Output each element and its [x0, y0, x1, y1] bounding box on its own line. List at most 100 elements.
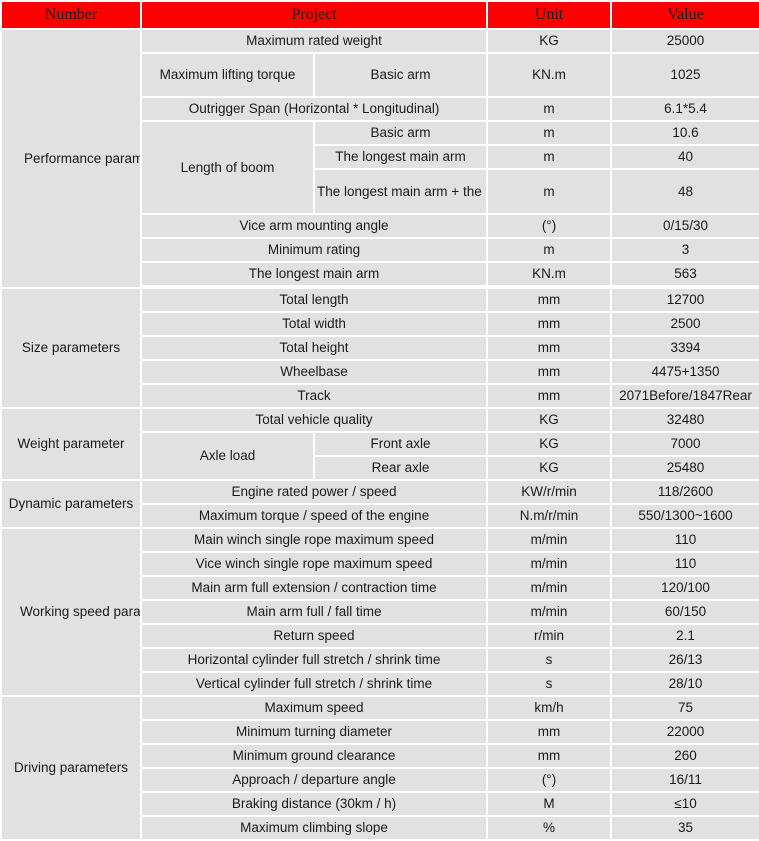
row-unit: m/min: [486, 575, 613, 601]
row-label: Vertical cylinder full stretch / shrink …: [139, 671, 489, 697]
table-row: Vice winch single rope maximum speed m/m…: [1, 551, 759, 577]
table-row: Performance parameters Maximum rated wei…: [0, 28, 759, 289]
table-row: Approach / departure angle (°) 16/11: [1, 767, 759, 793]
row-label: Total height: [139, 335, 489, 361]
row-label: Braking distance (30km / h): [139, 791, 489, 817]
row-value: 1025: [610, 52, 759, 98]
table-row: Braking distance (30km / h) M ≤10: [1, 791, 759, 817]
table-row: Rear axle KG 25480: [1, 455, 759, 481]
group-weight: Weight parameter: [0, 407, 142, 481]
row-label: Minimum turning diameter: [139, 719, 489, 745]
row-unit: km/h: [486, 695, 613, 721]
row-value: 118/2600: [610, 479, 759, 505]
row-value: 2500: [610, 311, 759, 337]
row-value: 4475+1350: [610, 359, 759, 385]
row-label: Main arm full / fall time: [139, 599, 489, 625]
header-unit: Unit: [486, 0, 613, 30]
table-row: The longest main arm + the vice arm m 48: [1, 168, 759, 215]
row-label: Wheelbase: [139, 359, 489, 385]
group-size: Size parameters: [0, 287, 142, 409]
subgroup-lifting-torque: Maximum lifting torque: [140, 52, 315, 98]
row-unit: KN.m: [486, 52, 613, 98]
row-label: Maximum speed: [139, 695, 489, 721]
row-label: Vice arm mounting angle: [139, 213, 489, 239]
row-label: Maximum torque / speed of the engine: [139, 503, 489, 529]
row-label: Return speed: [139, 623, 489, 649]
row-value: 32480: [610, 407, 759, 433]
row-value: 110: [610, 551, 759, 577]
row-label: Total width: [139, 311, 489, 337]
row-label: Maximum rated weight: [139, 28, 489, 54]
row-label: Engine rated power / speed: [139, 479, 489, 505]
row-unit: r/min: [486, 623, 613, 649]
row-value: 7000: [610, 431, 759, 457]
row-label: Minimum rating: [139, 237, 489, 263]
row-label: Rear axle: [312, 455, 489, 481]
table-row: Driving parameters Maximum speed km/h 75: [0, 695, 759, 841]
row-unit: KW/r/min: [486, 479, 613, 505]
group-working-speed: Working speed parameter: [0, 527, 142, 697]
row-value: ≤10: [610, 791, 759, 817]
header-row: Number Project Unit Value: [0, 0, 759, 30]
row-value: 3394: [610, 335, 759, 361]
row-value: 16/11: [610, 767, 759, 793]
table-row: Maximum lifting torque Basic arm KN.m 10…: [1, 52, 759, 98]
row-value: 12700: [610, 287, 759, 313]
table-row: The longest main arm m 40: [1, 144, 759, 170]
table-row: Total width mm 2500: [1, 311, 759, 337]
table-row: Minimum rating m 3: [1, 237, 759, 263]
table-row: Maximum torque / speed of the engine N.m…: [1, 503, 759, 529]
table-row: Wheelbase mm 4475+1350: [1, 359, 759, 385]
table-row: Vertical cylinder full stretch / shrink …: [1, 671, 759, 697]
table-row: Horizontal cylinder full stretch / shrin…: [1, 647, 759, 673]
row-label: Main winch single rope maximum speed: [139, 527, 489, 553]
row-label: Horizontal cylinder full stretch / shrin…: [139, 647, 489, 673]
row-value: 260: [610, 743, 759, 769]
row-value: 22000: [610, 719, 759, 745]
row-unit: KG: [486, 28, 613, 54]
row-value: 3: [610, 237, 759, 263]
row-unit: (°): [486, 767, 613, 793]
row-value: 28/10: [610, 671, 759, 697]
row-label: The longest main arm: [139, 261, 489, 287]
table-row: Minimum ground clearance mm 260: [1, 743, 759, 769]
row-unit: mm: [486, 335, 613, 361]
row-value: 10.6: [610, 120, 759, 146]
row-unit: KN.m: [486, 261, 613, 287]
row-value: 2.1: [610, 623, 759, 649]
table-row: Track mm 2071Before/1847Rear: [1, 383, 759, 409]
group-dynamic: Dynamic parameters: [0, 479, 142, 529]
row-value: 75: [610, 695, 759, 721]
row-unit: m: [486, 144, 613, 170]
row-unit: m/min: [486, 551, 613, 577]
row-unit: (°): [486, 213, 613, 239]
row-value: 25480: [610, 455, 759, 481]
row-unit: s: [486, 647, 613, 673]
row-unit: mm: [486, 719, 613, 745]
group-performance: Performance parameters: [0, 28, 142, 289]
table-row: Vice arm mounting angle (°) 0/15/30: [1, 213, 759, 239]
row-unit: mm: [486, 383, 613, 409]
row-value: 25000: [610, 28, 759, 54]
table-row: Outrigger Span (Horizontal * Longitudina…: [1, 96, 759, 122]
row-unit: m/min: [486, 527, 613, 553]
row-unit: m/min: [486, 599, 613, 625]
table-row: Total height mm 3394: [1, 335, 759, 361]
row-label: Basic arm: [312, 120, 489, 146]
table-row: Main arm full extension / contraction ti…: [1, 575, 759, 601]
row-value: 40: [610, 144, 759, 170]
row-unit: mm: [486, 743, 613, 769]
row-unit: N.m/r/min: [486, 503, 613, 529]
row-label: Outrigger Span (Horizontal * Longitudina…: [139, 96, 489, 122]
row-value: 563: [610, 261, 759, 287]
row-label: The longest main arm + the vice arm: [312, 168, 489, 215]
row-value: 120/100: [610, 575, 759, 601]
row-label: Maximum climbing slope: [139, 815, 489, 841]
row-label: Minimum ground clearance: [139, 743, 489, 769]
table-row: Dynamic parameters Engine rated power / …: [0, 479, 759, 529]
row-unit: s: [486, 671, 613, 697]
row-unit: m: [486, 237, 613, 263]
table-row: Minimum turning diameter mm 22000: [1, 719, 759, 745]
row-unit: mm: [486, 287, 613, 313]
